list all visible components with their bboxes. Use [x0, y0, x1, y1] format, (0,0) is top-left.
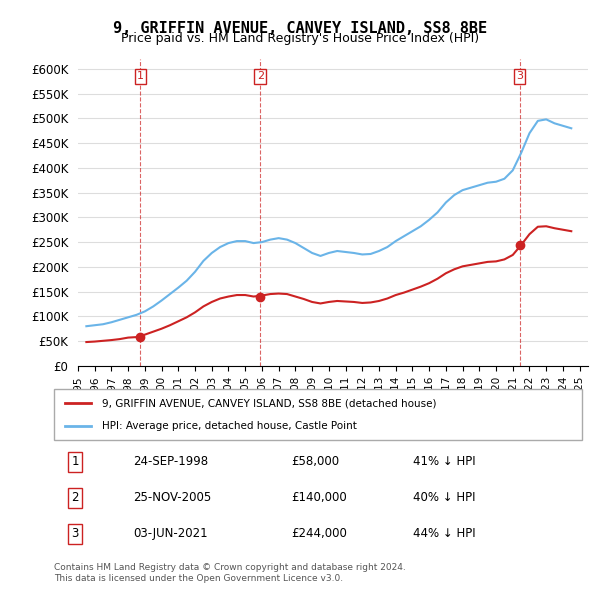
Text: 1: 1 [71, 455, 79, 468]
Text: 1: 1 [137, 71, 144, 81]
Text: 3: 3 [71, 527, 79, 540]
Text: Price paid vs. HM Land Registry's House Price Index (HPI): Price paid vs. HM Land Registry's House … [121, 32, 479, 45]
Text: 44% ↓ HPI: 44% ↓ HPI [413, 527, 476, 540]
Text: Contains HM Land Registry data © Crown copyright and database right 2024.
This d: Contains HM Land Registry data © Crown c… [54, 563, 406, 583]
Text: HPI: Average price, detached house, Castle Point: HPI: Average price, detached house, Cast… [101, 421, 356, 431]
Text: 2: 2 [257, 71, 264, 81]
Text: 41% ↓ HPI: 41% ↓ HPI [413, 455, 476, 468]
Text: 3: 3 [516, 71, 523, 81]
Text: 03-JUN-2021: 03-JUN-2021 [133, 527, 208, 540]
Text: 25-NOV-2005: 25-NOV-2005 [133, 491, 211, 504]
Text: £140,000: £140,000 [292, 491, 347, 504]
Text: 40% ↓ HPI: 40% ↓ HPI [413, 491, 476, 504]
Text: 2: 2 [71, 491, 79, 504]
Text: £244,000: £244,000 [292, 527, 347, 540]
FancyBboxPatch shape [54, 389, 582, 440]
Text: 24-SEP-1998: 24-SEP-1998 [133, 455, 208, 468]
Text: 9, GRIFFIN AVENUE, CANVEY ISLAND, SS8 8BE (detached house): 9, GRIFFIN AVENUE, CANVEY ISLAND, SS8 8B… [101, 398, 436, 408]
Text: 9, GRIFFIN AVENUE, CANVEY ISLAND, SS8 8BE: 9, GRIFFIN AVENUE, CANVEY ISLAND, SS8 8B… [113, 21, 487, 35]
Text: £58,000: £58,000 [292, 455, 340, 468]
